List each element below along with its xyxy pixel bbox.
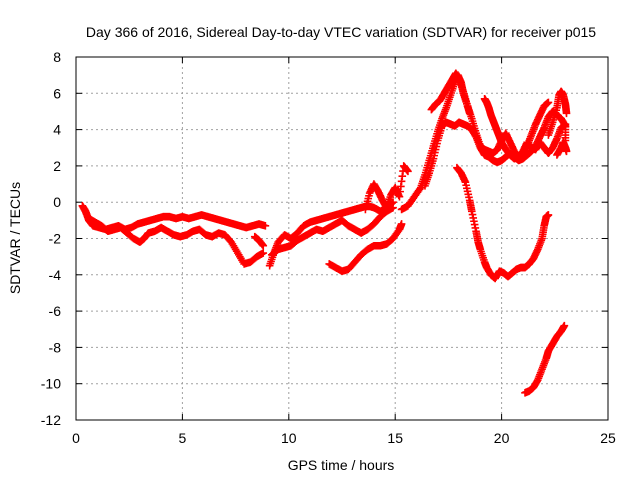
series-13 bbox=[553, 138, 571, 159]
series-5 bbox=[267, 203, 397, 259]
y-tick-label: 8 bbox=[53, 49, 61, 65]
series-2 bbox=[80, 205, 268, 268]
axis-ticks bbox=[75, 56, 609, 421]
series-6 bbox=[325, 220, 406, 275]
data-point bbox=[562, 109, 571, 118]
x-tick-label: 20 bbox=[494, 430, 510, 446]
x-tick-label: 0 bbox=[72, 430, 80, 446]
x-tick-labels: 0 5 10 15 20 25 bbox=[72, 430, 616, 446]
y-tick-label: -10 bbox=[41, 376, 61, 392]
x-tick-label: 5 bbox=[179, 430, 187, 446]
y-tick-label: 4 bbox=[53, 122, 61, 138]
series-14 bbox=[453, 163, 553, 283]
y-tick-label: 2 bbox=[53, 158, 61, 174]
y-tick-label: -6 bbox=[49, 303, 62, 319]
data-point bbox=[259, 241, 268, 250]
data-point bbox=[544, 98, 553, 107]
data-point bbox=[561, 122, 570, 130]
data-points bbox=[78, 69, 571, 397]
chart-title: Day 366 of 2016, Sidereal Day-to-day VTE… bbox=[86, 24, 596, 40]
y-axis-label: SDTVAR / TECUs bbox=[7, 182, 23, 294]
series-3 bbox=[250, 232, 268, 250]
y-tick-label: -8 bbox=[49, 339, 62, 355]
data-point bbox=[560, 321, 569, 330]
y-tick-label: -2 bbox=[49, 231, 62, 247]
x-tick-label: 25 bbox=[600, 430, 616, 446]
data-point bbox=[389, 203, 397, 212]
y-tick-labels: -12 -10 -8 -6 -4 -2 0 2 4 6 8 bbox=[41, 49, 61, 428]
data-point bbox=[404, 167, 412, 176]
data-point bbox=[261, 221, 270, 230]
x-tick-label: 10 bbox=[281, 430, 297, 446]
y-tick-label: 0 bbox=[53, 194, 61, 210]
series-11 bbox=[480, 94, 553, 163]
series-4 bbox=[265, 198, 397, 270]
grid bbox=[76, 57, 608, 420]
y-tick-label: -12 bbox=[41, 412, 61, 428]
series-10 bbox=[427, 69, 474, 118]
series-7 bbox=[361, 162, 412, 214]
series-12 bbox=[544, 87, 571, 139]
data-point bbox=[465, 109, 474, 118]
series-15 bbox=[521, 321, 569, 397]
x-axis-label: GPS time / hours bbox=[288, 457, 395, 473]
data-point bbox=[544, 211, 553, 219]
data-point bbox=[562, 147, 571, 156]
y-tick-label: -4 bbox=[49, 267, 62, 283]
x-tick-label: 15 bbox=[387, 430, 403, 446]
data-point bbox=[397, 220, 406, 228]
y-tick-label: 6 bbox=[53, 85, 61, 101]
data-point bbox=[259, 249, 268, 257]
